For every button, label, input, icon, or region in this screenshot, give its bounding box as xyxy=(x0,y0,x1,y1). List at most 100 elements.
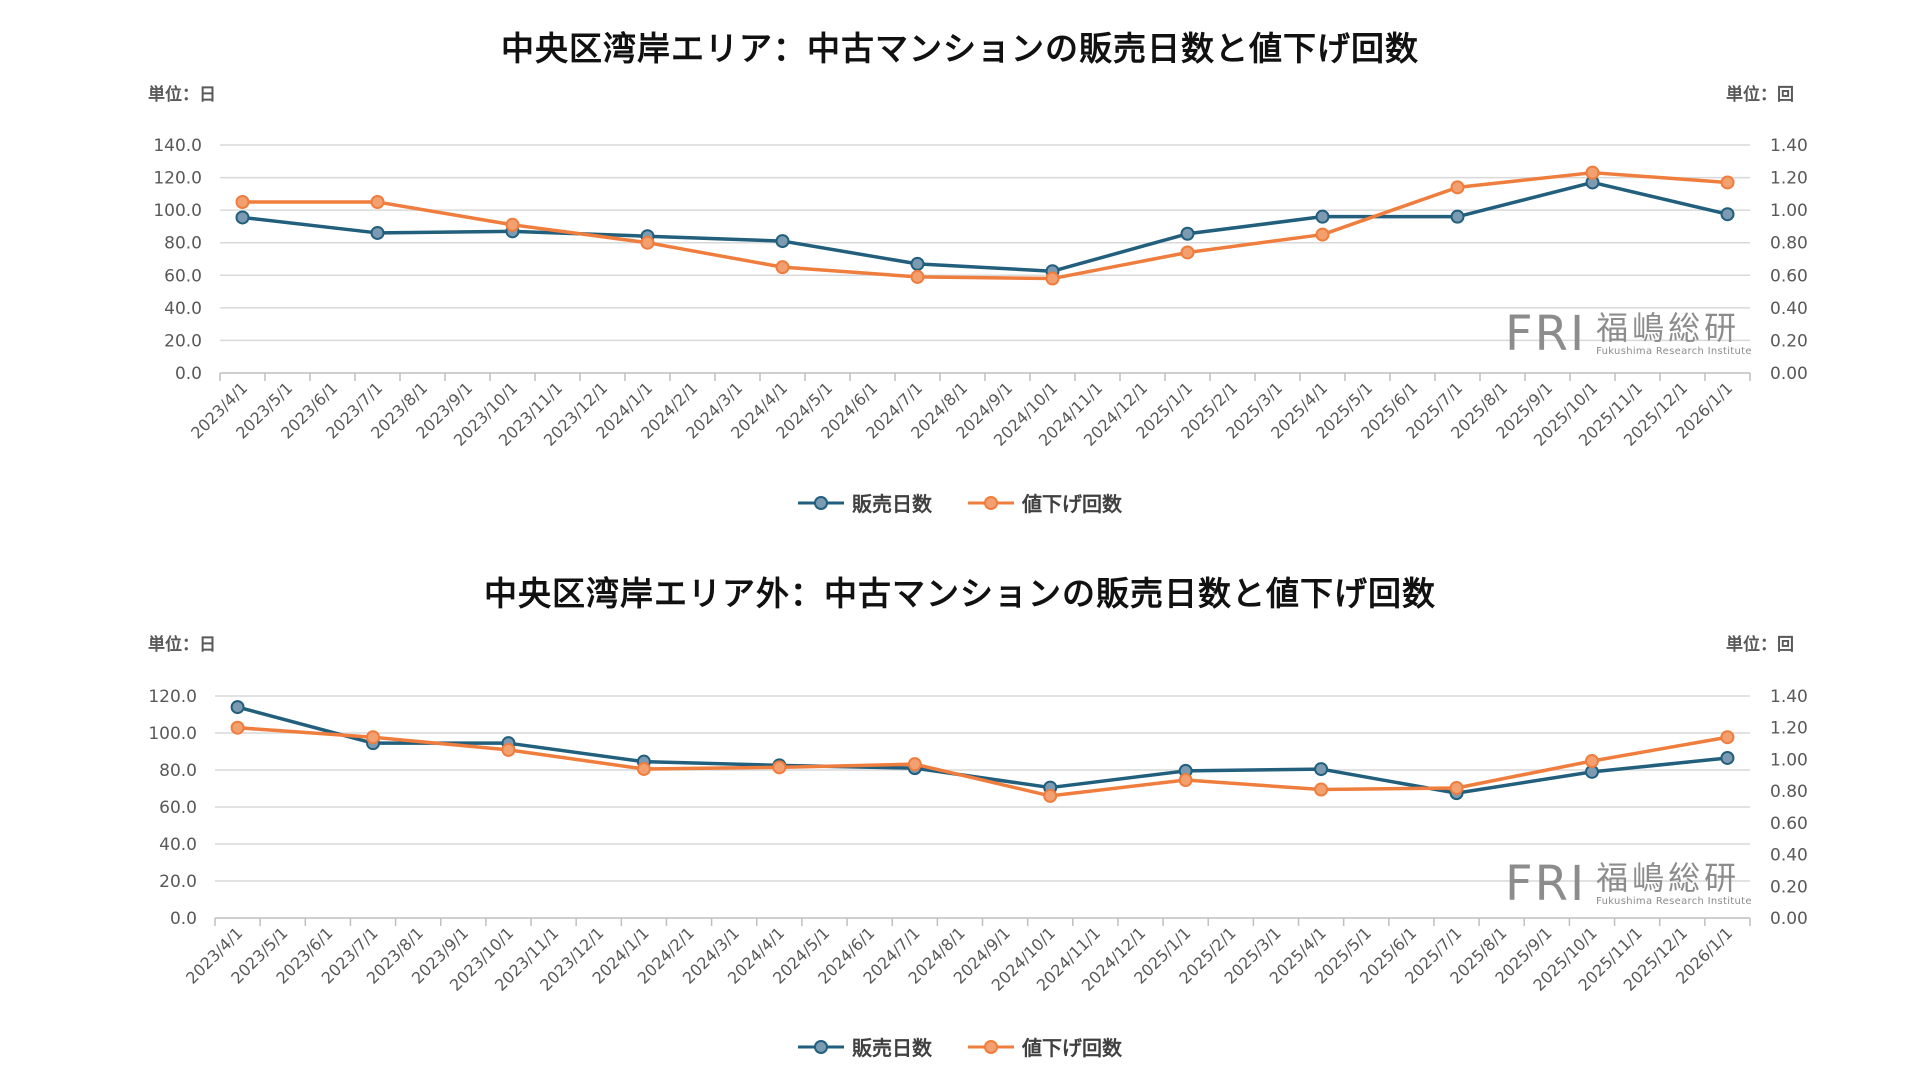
series-line-cuts xyxy=(242,170,1728,281)
data-point-cuts xyxy=(640,235,655,250)
data-point-days xyxy=(1315,209,1330,224)
data-point-cuts xyxy=(1585,165,1600,180)
data-point-cuts xyxy=(235,195,250,209)
fri-logo: FRI 福嶋総研 Fukushima Research Institute xyxy=(1505,860,1752,908)
legend-item-cuts: 値下げ回数 xyxy=(968,1032,1122,1061)
data-point-cuts xyxy=(1314,782,1329,797)
logo-en-name: Fukushima Research Institute xyxy=(1596,896,1752,908)
right-axis-unit: 単位：回 xyxy=(1726,85,1794,105)
data-point-cuts xyxy=(1180,245,1195,260)
y-left-tick-label: 100.0 xyxy=(153,201,202,221)
data-point-days xyxy=(1450,209,1465,224)
legend-swatch-cuts xyxy=(968,1039,1014,1054)
data-point-cuts xyxy=(1720,175,1735,190)
fri-logo-mark: FRI xyxy=(1505,306,1587,362)
data-point-cuts xyxy=(775,260,790,275)
y-left-tick-label: 20.0 xyxy=(164,331,202,351)
chart-legend: 販売日数 値下げ回数 xyxy=(0,1032,1920,1061)
data-point-cuts xyxy=(1045,271,1060,286)
y-left-tick-label: 120.0 xyxy=(148,687,197,707)
y-right-tick-label: 1.20 xyxy=(1770,719,1808,739)
y-right-tick-label: 0.80 xyxy=(1770,234,1808,254)
legend-swatch-cuts xyxy=(968,495,1014,510)
data-point-days xyxy=(230,700,245,715)
legend-item-days: 販売日数 xyxy=(798,488,932,517)
y-right-tick-label: 0.40 xyxy=(1770,299,1808,319)
left-axis-unit: 単位：日 xyxy=(148,635,216,655)
y-right-tick-label: 1.20 xyxy=(1770,169,1808,189)
chart-legend: 販売日数 値下げ回数 xyxy=(0,488,1920,517)
logo-jp-name: 福嶋総研 xyxy=(1596,858,1741,897)
data-point-cuts xyxy=(1584,754,1599,769)
data-point-cuts xyxy=(501,742,516,757)
right-axis-unit: 単位：回 xyxy=(1726,635,1794,655)
legend-swatch-days xyxy=(798,1039,844,1054)
data-point-days xyxy=(910,256,925,271)
logo-en-name: Fukushima Research Institute xyxy=(1596,346,1752,358)
legend-label-cuts: 値下げ回数 xyxy=(1022,1036,1122,1060)
y-right-tick-label: 0.80 xyxy=(1770,782,1808,802)
fri-logo-mark: FRI xyxy=(1505,856,1587,912)
chart-panel-top: 中央区湾岸エリア：中古マンションの販売日数と値下げ回数 単位：日 単位：回 0.… xyxy=(0,29,1920,517)
data-point-cuts xyxy=(1043,788,1058,803)
data-point-days xyxy=(1720,207,1735,222)
y-left-tick-label: 140.0 xyxy=(153,136,202,156)
series-line-days xyxy=(242,180,1728,273)
y-right-tick-label: 0.20 xyxy=(1770,331,1808,351)
data-point-cuts xyxy=(1450,180,1465,195)
data-point-cuts xyxy=(1315,227,1330,242)
fri-logo: FRI 福嶋総研 Fukushima Research Institute xyxy=(1505,310,1752,358)
legend-label-cuts: 値下げ回数 xyxy=(1022,492,1122,516)
y-left-tick-label: 40.0 xyxy=(164,299,202,319)
data-point-cuts xyxy=(370,195,385,209)
y-left-tick-label: 40.0 xyxy=(159,835,197,855)
y-right-tick-label: 0.60 xyxy=(1770,266,1808,286)
data-point-cuts xyxy=(366,730,381,745)
legend-item-days: 販売日数 xyxy=(798,1032,932,1061)
left-axis-unit: 単位：日 xyxy=(148,85,216,105)
y-right-tick-label: 1.00 xyxy=(1770,201,1808,221)
data-point-cuts xyxy=(505,217,520,232)
y-right-tick-label: 1.40 xyxy=(1770,687,1808,707)
chart-plot: 0.0 20.0 40.0 60.0 80.0 100.0 120.0 0.00 0.20 0.4… xyxy=(148,687,1808,995)
legend-label-days: 販売日数 xyxy=(852,1036,932,1060)
chart-title: 中央区湾岸エリア：中古マンションの販売日数と値下げ回数 xyxy=(501,29,1419,68)
data-point-days xyxy=(370,225,385,240)
legend-label-days: 販売日数 xyxy=(852,492,932,516)
data-point-cuts xyxy=(1720,730,1735,745)
y-right-tick-label: 1.00 xyxy=(1770,750,1808,770)
y-right-tick-label: 0.60 xyxy=(1770,814,1808,834)
data-point-cuts xyxy=(230,720,245,735)
y-right-tick-label: 0.00 xyxy=(1770,364,1808,384)
data-point-cuts xyxy=(772,760,787,775)
y-left-tick-label: 120.0 xyxy=(153,169,202,189)
data-point-days xyxy=(1720,750,1735,765)
y-left-tick-label: 80.0 xyxy=(159,761,197,781)
data-point-days xyxy=(1180,226,1195,241)
data-point-cuts xyxy=(1449,780,1464,795)
y-right-tick-label: 0.20 xyxy=(1770,877,1808,897)
chart-title: 中央区湾岸エリア外：中古マンションの販売日数と値下げ回数 xyxy=(484,574,1436,613)
chart-panel-bottom: 中央区湾岸エリア外：中古マンションの販売日数と値下げ回数 単位：日 単位：回 0… xyxy=(0,545,1920,1080)
series-line-days xyxy=(237,705,1728,795)
data-point-cuts xyxy=(910,269,925,284)
data-point-cuts xyxy=(636,761,651,776)
y-left-tick-label: 0.0 xyxy=(175,364,202,384)
logo-jp-name: 福嶋総研 xyxy=(1596,308,1741,347)
data-point-cuts xyxy=(907,757,922,772)
data-point-cuts xyxy=(1178,773,1193,788)
data-point-days xyxy=(1314,762,1329,777)
chart-plot: 0.0 20.0 40.0 60.0 80.0 100.0 120.0 140.0 0.00 0.… xyxy=(153,136,1808,450)
legend-item-cuts: 値下げ回数 xyxy=(968,488,1122,517)
y-left-tick-label: 60.0 xyxy=(159,798,197,818)
data-point-days xyxy=(775,234,790,249)
y-left-tick-label: 60.0 xyxy=(164,266,202,286)
y-left-tick-label: 100.0 xyxy=(148,724,197,744)
y-left-tick-label: 20.0 xyxy=(159,872,197,892)
series-line-cuts xyxy=(237,725,1728,798)
y-right-tick-label: 0.00 xyxy=(1770,909,1808,929)
y-right-tick-label: 0.40 xyxy=(1770,846,1808,866)
data-point-days xyxy=(235,210,250,225)
y-left-tick-label: 0.0 xyxy=(170,909,197,929)
legend-swatch-days xyxy=(798,495,844,510)
